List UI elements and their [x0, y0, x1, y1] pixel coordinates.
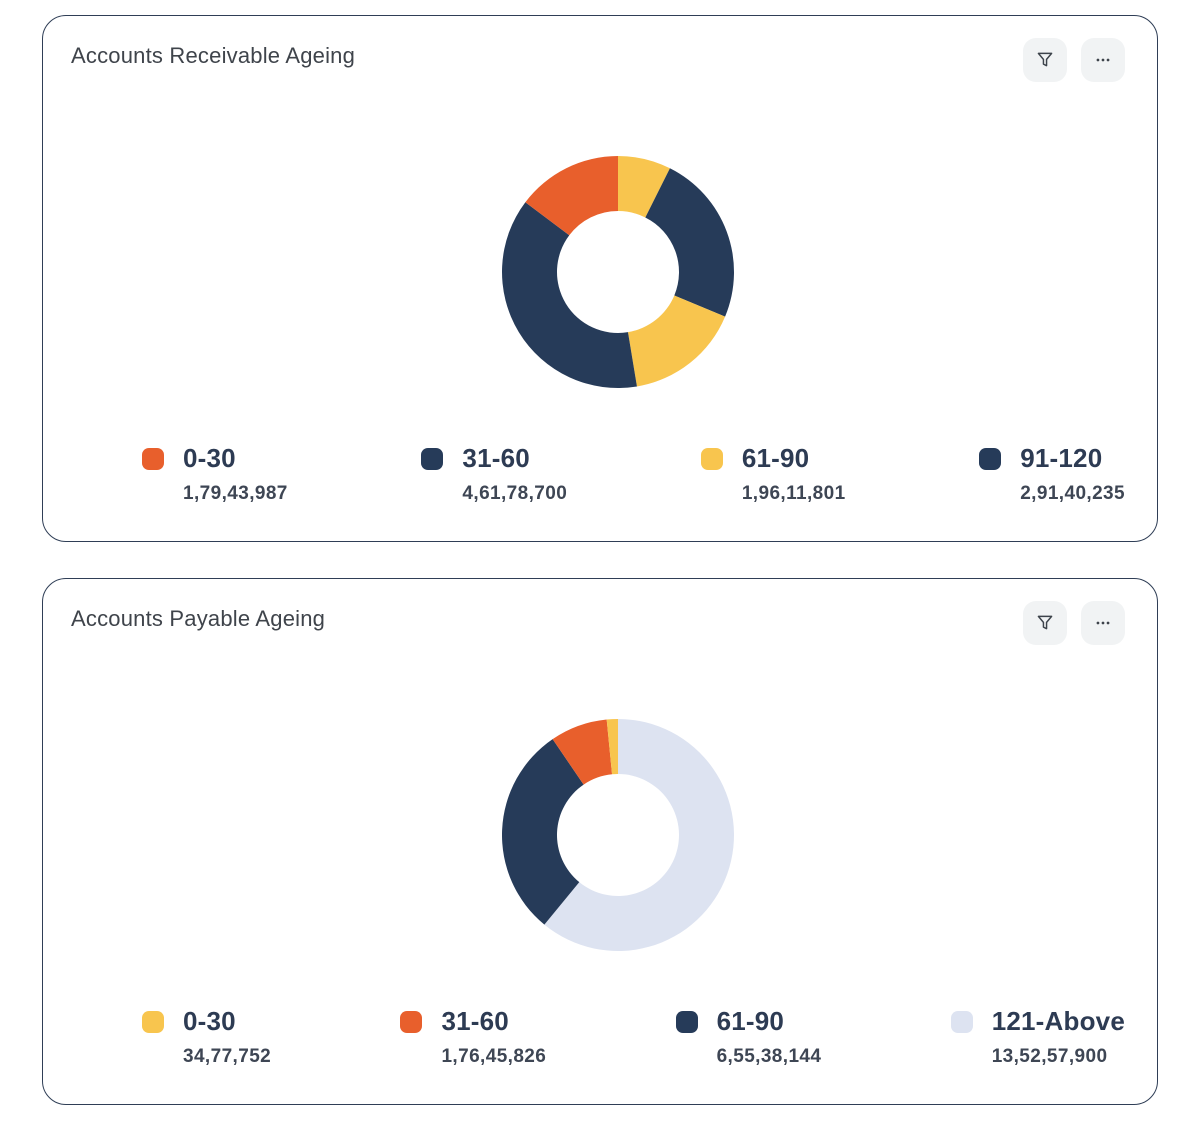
more-options-button[interactable]: [1081, 601, 1125, 645]
legend-label: 91-120: [1020, 443, 1103, 473]
payable-chart-legend: 0-30 34,77,752 31-60 1,76,45,826 61-90 6…: [142, 1006, 1125, 1068]
legend-item-61-90[interactable]: 61-90 1,96,11,801: [700, 443, 846, 505]
accounts-payable-ageing-card: Accounts Payable Ageing 0-30 34,77,752 3…: [42, 578, 1158, 1105]
legend-swatch: [979, 447, 1002, 470]
legend-item-31-60[interactable]: 31-60 1,76,45,826: [400, 1006, 546, 1068]
card-actions: [1023, 38, 1125, 82]
legend-swatch: [142, 1010, 164, 1033]
ellipsis-icon: [1096, 58, 1110, 62]
card-actions: [1023, 601, 1125, 645]
filter-button[interactable]: [1023, 601, 1067, 645]
legend-value: 13,52,57,900: [991, 1046, 1108, 1067]
legend-item-91-120[interactable]: 91-120 2,91,40,235: [979, 443, 1125, 505]
legend-item-0-30[interactable]: 0-30 1,79,43,987: [142, 443, 288, 505]
legend-swatch: [142, 447, 164, 470]
legend-swatch: [950, 1010, 973, 1033]
legend-value: 6,55,38,144: [716, 1046, 822, 1067]
legend-value: 4,61,78,700: [462, 483, 568, 504]
legend-swatch: [675, 1010, 698, 1033]
filter-button[interactable]: [1023, 38, 1067, 82]
legend-item-31-60[interactable]: 31-60 4,61,78,700: [421, 443, 567, 505]
legend-swatch: [400, 1010, 423, 1033]
funnel-icon: [1037, 615, 1053, 630]
receivable-chart-legend: 0-30 1,79,43,987 31-60 4,61,78,700 61-90…: [142, 443, 1125, 505]
legend-label: 0-30: [183, 1006, 236, 1036]
legend-label: 0-30: [183, 443, 236, 473]
legend-label: 121-Above: [991, 1006, 1125, 1036]
legend-label: 31-60: [462, 443, 530, 473]
card-title: Accounts Payable Ageing: [71, 606, 326, 631]
legend-label: 61-90: [741, 443, 810, 473]
accounts-receivable-ageing-card: Accounts Receivable Ageing 0-30 1,79,43,…: [42, 15, 1158, 542]
legend-value: 1,76,45,826: [441, 1046, 547, 1067]
legend-value: 34,77,752: [183, 1046, 272, 1067]
legend-swatch: [700, 447, 723, 470]
legend-value: 1,96,11,801: [741, 483, 846, 504]
receivable-donut-chart[interactable]: [502, 156, 734, 388]
legend-value: 2,91,40,235: [1020, 483, 1125, 504]
funnel-icon: [1037, 52, 1053, 67]
legend-item-0-30[interactable]: 0-30 34,77,752: [142, 1006, 271, 1068]
payable-donut-chart[interactable]: [501, 719, 734, 951]
ellipsis-icon: [1096, 621, 1110, 625]
legend-label: 31-60: [441, 1006, 509, 1036]
legend-item-61-90[interactable]: 61-90 6,55,38,144: [675, 1006, 822, 1068]
legend-swatch: [421, 447, 444, 470]
more-options-button[interactable]: [1081, 38, 1125, 82]
legend-label: 61-90: [716, 1006, 785, 1036]
card-title: Accounts Receivable Ageing: [71, 43, 356, 68]
legend-value: 1,79,43,987: [183, 483, 288, 504]
legend-item-121-above[interactable]: 121-Above 13,52,57,900: [950, 1006, 1125, 1068]
